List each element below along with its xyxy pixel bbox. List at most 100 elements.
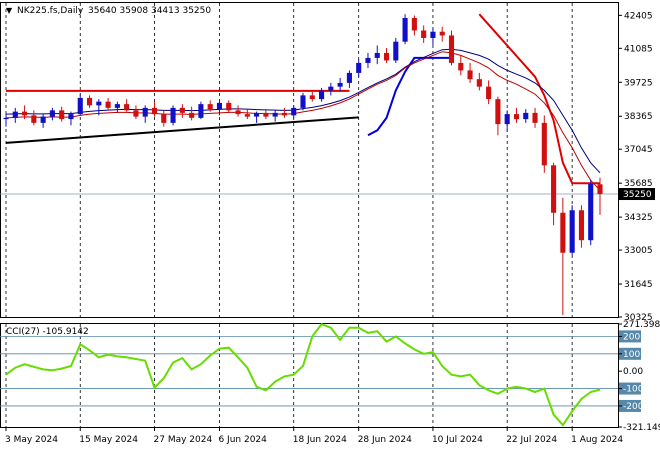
ohlc-label: 35640 35908 34413 35250 [88, 6, 211, 16]
x-tick-label: 18 Jun 2024 [293, 435, 347, 445]
candle-body [411, 17, 417, 31]
candle-body [142, 107, 148, 117]
price-panel-frame [0, 2, 619, 318]
candle-body [486, 86, 492, 100]
candle-body [383, 52, 390, 61]
candle-body [439, 31, 445, 36]
x-tick-label: 28 Jun 2024 [358, 435, 412, 445]
candle-body [254, 112, 260, 117]
candle-body [588, 184, 594, 241]
cci-panel-frame [0, 323, 619, 428]
cci-y-tick-label: -321.149 [623, 423, 660, 433]
grid-layer [0, 3, 618, 427]
candle-layer [3, 14, 603, 316]
cci-level-tag [619, 330, 641, 343]
candle-body [226, 102, 232, 111]
price-y-tick-label: 30325 [624, 313, 653, 323]
candle-body [430, 31, 436, 38]
candle-body [569, 210, 575, 253]
price-y-tick-label: 33005 [624, 246, 653, 256]
price-y-tick-label: 39725 [624, 78, 653, 88]
candle-body [124, 104, 130, 111]
x-tick-label: 3 May 2024 [5, 435, 58, 445]
axis-layer: 3 May 2024 15 May 2024 27 May 2024 6 Jun 20… [5, 11, 660, 445]
symbol-label: NK225.fs,Daily [17, 6, 84, 16]
candle-body [133, 110, 139, 117]
x-tick-label: 22 Jul 2024 [506, 435, 557, 445]
candle-body [523, 112, 529, 120]
price-y-tick-label: 31645 [624, 280, 653, 290]
current-price-label: 35250 [623, 190, 652, 200]
candle-body [513, 114, 520, 120]
candle-body [476, 79, 482, 87]
candle-body [96, 101, 102, 106]
candle-body [281, 112, 287, 116]
price-y-tick-label: 35685 [624, 179, 653, 189]
candle-body [402, 17, 408, 42]
candle-body [300, 95, 306, 108]
candle-body [161, 114, 167, 123]
cci-y-tick-label: 100 [623, 350, 640, 360]
candle-body [49, 110, 55, 117]
candle-body [551, 165, 557, 213]
cci-layer [0, 322, 618, 427]
trendline-black [5, 116, 359, 144]
candle-body [22, 111, 28, 116]
trailing-red-line [478, 13, 600, 185]
cci-y-tick-label: -100 [623, 385, 644, 395]
current-price-tag [619, 188, 655, 201]
candle-body [68, 114, 74, 120]
candle-body [541, 122, 547, 166]
candle-body [319, 90, 325, 100]
candle-body [374, 52, 380, 58]
candle-body [59, 110, 65, 120]
ma-fast-line [5, 51, 601, 191]
candle-body [207, 104, 213, 110]
candle-body [198, 104, 204, 118]
candle-body [458, 62, 464, 71]
candle-body [189, 112, 195, 118]
cci-line [5, 322, 601, 427]
price-y-tick-label: 41085 [624, 44, 653, 54]
candle-body [12, 111, 18, 118]
candle-body [291, 107, 297, 116]
candle-body [216, 102, 223, 110]
candle-body [597, 184, 603, 195]
cci-y-tick-label: 271.3984 [623, 320, 660, 330]
x-tick-label: 10 Jul 2024 [432, 435, 483, 445]
candle-body [114, 104, 120, 108]
candle-body [495, 99, 501, 125]
cci-level-tag [619, 347, 641, 360]
candle-body [393, 41, 399, 61]
candle-body [578, 210, 584, 241]
x-tick-label: 15 May 2024 [79, 435, 138, 445]
x-tick-label: 1 Aug 2024 [571, 435, 623, 445]
cci-level-tag [619, 382, 641, 395]
candle-body [151, 107, 158, 115]
candle-body [235, 110, 241, 115]
price-y-tick-label: 42405 [624, 11, 653, 21]
price-y-tick-label: 34325 [624, 213, 653, 223]
candle-body [448, 35, 455, 63]
price-y-tick-label: 37045 [624, 145, 653, 155]
candle-body [309, 95, 315, 100]
overlay-layer [5, 13, 601, 191]
candle-body [3, 117, 9, 120]
candle-body [31, 115, 37, 123]
x-tick-label: 27 May 2024 [154, 435, 213, 445]
candle-body [504, 114, 510, 125]
candle-body [77, 97, 83, 115]
candle-body [179, 107, 185, 113]
cci-y-tick-label: -200 [623, 402, 644, 412]
candle-body [328, 86, 334, 91]
cci-y-tick-label: 0.00 [623, 367, 643, 377]
cci-y-tick-label: 200 [623, 332, 640, 342]
candle-body [244, 114, 250, 117]
candle-body [337, 82, 343, 87]
candle-body [356, 62, 362, 73]
candle-body [86, 97, 93, 106]
cci-level-tag [619, 399, 641, 412]
candle-body [272, 112, 278, 117]
candle-body [560, 212, 566, 253]
